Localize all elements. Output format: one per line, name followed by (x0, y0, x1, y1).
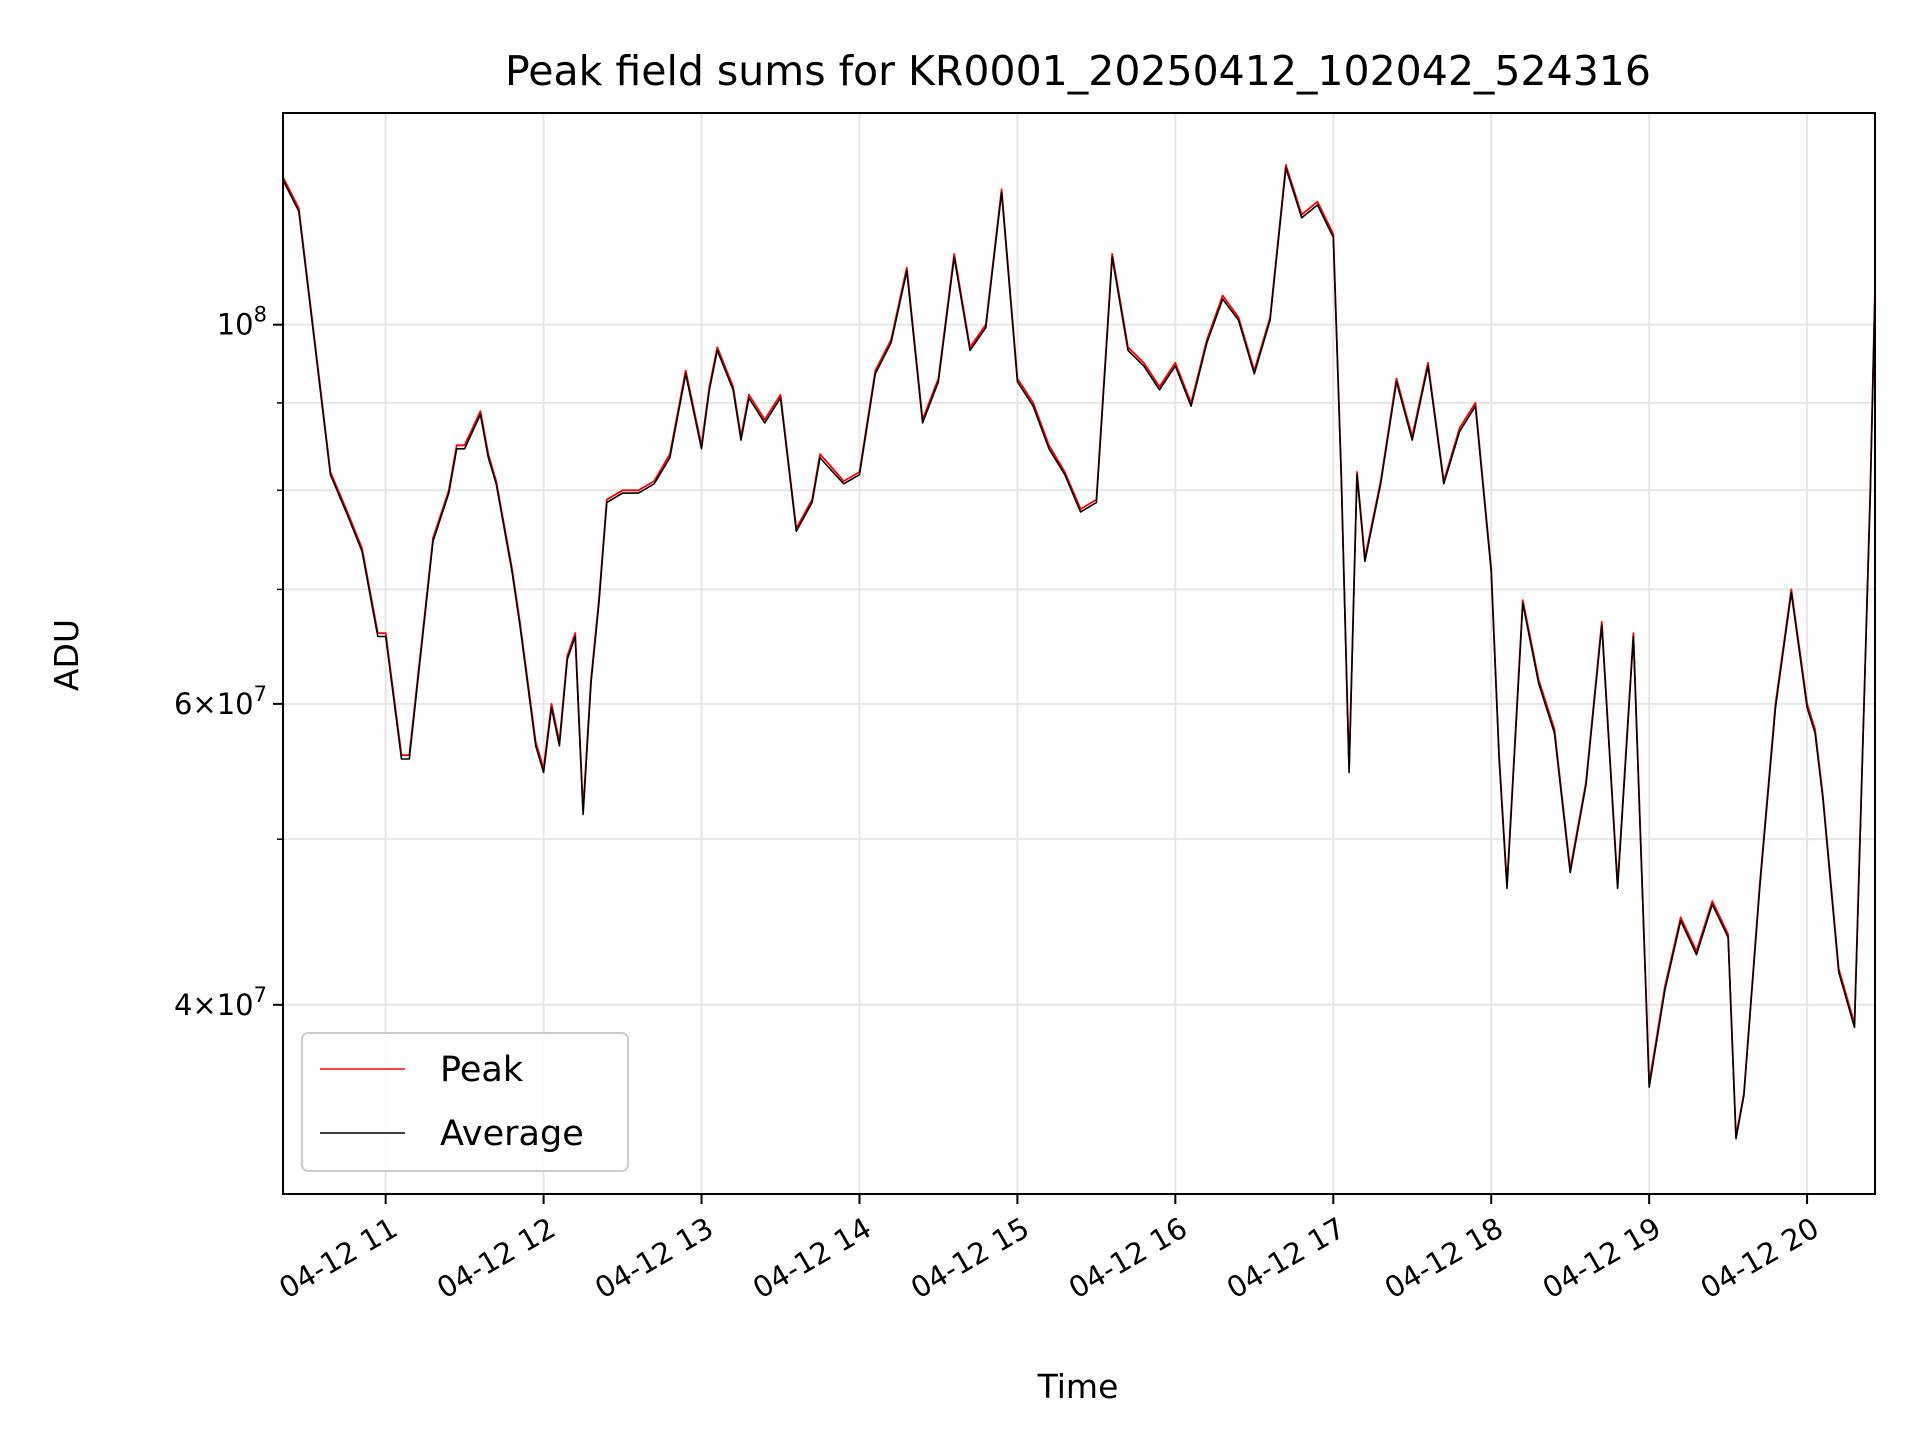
y-tick-exponent: 7 (254, 682, 267, 706)
grid-lines (283, 113, 1875, 1194)
y-axis-title: ADU (47, 619, 86, 691)
y-tick-times: ×10 (192, 687, 253, 721)
y-tick-exponent: 7 (254, 983, 267, 1007)
y-tick-mantissa: 4 (174, 988, 192, 1022)
x-axis-title: Time (1037, 1367, 1119, 1406)
legend-label-average: Average (440, 1114, 584, 1154)
plot-frame (282, 112, 1876, 1195)
y-tick-times: ×10 (192, 988, 253, 1022)
legend-box (301, 1032, 629, 1172)
y-tick-base: 10 (217, 308, 254, 342)
series-layer (283, 164, 1875, 1140)
y-tick-label: 108 (217, 303, 267, 342)
legend-label-peak: Peak (440, 1050, 524, 1090)
legend: Peak Average (301, 1032, 629, 1172)
y-tick-mantissa: 6 (174, 687, 192, 721)
y-tick-label: 4×107 (174, 983, 267, 1022)
y-tick-exponent: 8 (254, 303, 267, 327)
series-line-average (283, 167, 1875, 1140)
y-tick-label: 6×107 (174, 682, 267, 721)
chart-title: Peak field sums for KR0001_20250412_1020… (505, 47, 1651, 95)
